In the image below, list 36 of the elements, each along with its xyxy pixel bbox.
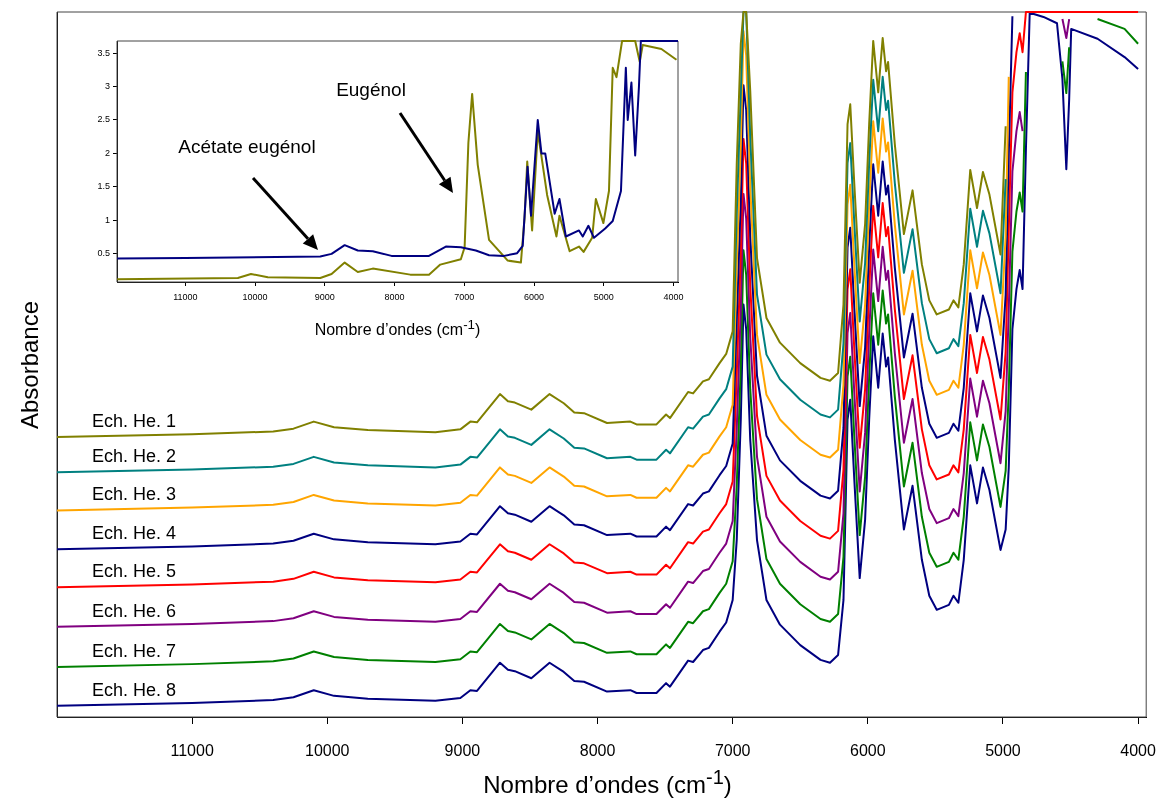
x-tick-label: 9000 xyxy=(444,742,481,760)
y-tick-label: 3 xyxy=(104,81,110,92)
series-label: Ech. He. 4 xyxy=(92,523,177,544)
series-label: Ech. He. 2 xyxy=(92,446,177,467)
y-tick-label: 1 xyxy=(104,214,110,225)
x-tick-label: 7000 xyxy=(714,742,751,760)
x-tick-label: 9000 xyxy=(314,291,335,302)
x-tick-label: 6000 xyxy=(523,291,545,302)
x-tick-label: 4000 xyxy=(1120,742,1156,760)
x-tick-label: 11000 xyxy=(173,291,198,302)
y-tick-label: 1.5 xyxy=(97,181,110,192)
x-tick-label: 7000 xyxy=(454,291,475,302)
series-label: Ech. He. 1 xyxy=(92,411,177,432)
series-label: Ech. He. 5 xyxy=(92,561,177,582)
x-tick-label: 4000 xyxy=(663,291,684,302)
x-tick-label: 5000 xyxy=(985,742,1021,760)
annotation: Eugénol xyxy=(336,79,406,101)
x-tick-label: 5000 xyxy=(593,291,614,302)
series-label: Ech. He. 6 xyxy=(92,600,177,621)
x-tick-label: 10000 xyxy=(305,742,350,760)
x-axis-title: Nombre d’ondes (cm$^{-1}$) xyxy=(482,766,733,799)
x-tick-label: 6000 xyxy=(850,742,886,760)
series-label: Ech. He. 3 xyxy=(92,484,177,505)
y-tick-label: 3.5 xyxy=(97,47,110,58)
y-axis-title: Absorbance xyxy=(16,300,44,429)
x-axis-title: Nombre d’ondes (cm$^{-1}$) xyxy=(313,317,482,340)
y-tick-label: 2 xyxy=(104,147,110,158)
x-tick-label: 10000 xyxy=(242,291,268,302)
x-tick-label: 8000 xyxy=(579,742,616,760)
x-tick-label: 11000 xyxy=(170,742,214,760)
x-tick-label: 8000 xyxy=(384,291,405,302)
y-tick-label: 0.5 xyxy=(97,248,110,259)
series-label: Ech. He. 8 xyxy=(92,679,177,700)
annotation: Acétate eugénol xyxy=(178,136,316,158)
y-tick-label: 2.5 xyxy=(97,114,110,125)
series-label: Ech. He. 7 xyxy=(92,640,177,661)
